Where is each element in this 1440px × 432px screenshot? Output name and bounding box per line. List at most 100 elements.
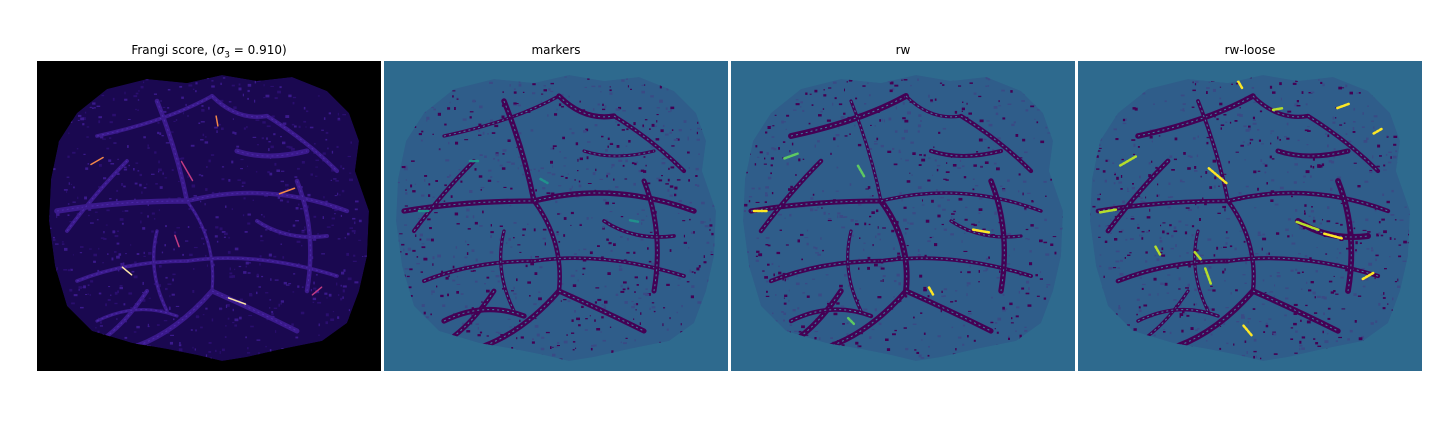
texture-speck xyxy=(482,131,485,135)
texture-speck xyxy=(616,145,620,148)
texture-speck xyxy=(1310,281,1314,284)
texture-speck xyxy=(1156,258,1160,262)
texture-speck xyxy=(987,85,990,87)
texture-speck xyxy=(86,126,90,128)
texture-speck xyxy=(162,110,167,113)
texture-speck xyxy=(764,157,766,160)
texture-speck xyxy=(618,159,623,162)
texture-speck xyxy=(135,92,139,95)
texture-speck xyxy=(420,271,423,273)
texture-speck xyxy=(1332,116,1335,120)
texture-speck xyxy=(1220,127,1222,130)
texture-speck xyxy=(1313,338,1316,340)
texture-speck xyxy=(1120,188,1123,190)
texture-speck xyxy=(1040,140,1045,144)
texture-speck xyxy=(1025,228,1029,231)
texture-speck xyxy=(905,347,909,351)
texture-speck xyxy=(1300,319,1302,322)
texture-speck xyxy=(1363,140,1368,143)
texture-speck xyxy=(1176,266,1179,269)
texture-speck xyxy=(412,190,416,193)
texture-speck xyxy=(575,142,579,146)
texture-speck xyxy=(921,158,926,162)
texture-speck xyxy=(1365,278,1369,281)
texture-speck xyxy=(536,333,540,337)
texture-speck xyxy=(189,253,193,257)
texture-speck xyxy=(552,346,554,348)
texture-speck xyxy=(1036,121,1039,124)
texture-speck xyxy=(1142,201,1146,204)
texture-speck xyxy=(421,304,425,307)
texture-speck xyxy=(1237,113,1241,117)
texture-speck xyxy=(600,91,602,93)
texture-speck xyxy=(248,315,252,317)
texture-speck xyxy=(352,260,357,262)
texture-speck xyxy=(895,106,897,110)
texture-speck xyxy=(1145,251,1148,254)
texture-speck xyxy=(449,101,451,104)
texture-speck xyxy=(770,172,772,175)
texture-speck xyxy=(228,101,232,103)
texture-speck xyxy=(1028,287,1030,290)
texture-speck xyxy=(169,295,171,298)
texture-speck xyxy=(973,164,977,167)
texture-speck xyxy=(1244,340,1247,343)
texture-speck xyxy=(331,168,335,172)
texture-speck xyxy=(1226,218,1231,220)
texture-speck xyxy=(535,317,537,320)
texture-speck xyxy=(849,133,851,135)
texture-speck xyxy=(241,185,244,187)
texture-speck xyxy=(755,201,760,203)
texture-speck xyxy=(442,304,446,307)
texture-speck xyxy=(1326,220,1331,223)
highlight-segment xyxy=(174,234,180,248)
texture-speck xyxy=(447,107,451,110)
texture-speck xyxy=(882,275,886,278)
texture-speck xyxy=(362,256,364,257)
texture-speck xyxy=(985,267,989,271)
texture-speck xyxy=(1118,307,1121,310)
texture-speck xyxy=(1397,278,1399,282)
highlight-segment xyxy=(121,266,133,276)
texture-speck xyxy=(945,179,949,181)
texture-speck xyxy=(421,130,424,133)
texture-speck xyxy=(969,82,973,84)
vessel-edge xyxy=(423,260,535,282)
texture-speck xyxy=(1154,254,1157,257)
texture-speck xyxy=(696,138,700,141)
texture-speck xyxy=(1301,336,1306,339)
texture-speck xyxy=(912,323,917,325)
texture-speck xyxy=(404,165,408,168)
texture-speck xyxy=(498,332,501,334)
texture-speck xyxy=(1170,196,1174,198)
texture-speck xyxy=(1305,170,1310,174)
texture-speck xyxy=(146,183,148,185)
texture-speck xyxy=(1387,303,1389,305)
texture-speck xyxy=(1225,307,1229,309)
texture-speck xyxy=(1205,171,1208,174)
texture-speck xyxy=(1276,272,1280,274)
texture-speck xyxy=(689,218,691,221)
texture-speck xyxy=(656,120,658,123)
texture-speck xyxy=(791,142,794,146)
texture-speck xyxy=(1099,143,1101,146)
texture-speck xyxy=(1171,169,1175,171)
texture-speck xyxy=(587,141,591,143)
texture-speck xyxy=(105,224,108,226)
texture-speck xyxy=(906,245,909,247)
texture-speck xyxy=(298,203,300,206)
texture-speck xyxy=(767,263,770,266)
highlight-segment xyxy=(1193,250,1203,262)
texture-speck xyxy=(160,100,162,102)
texture-speck xyxy=(1393,135,1398,138)
texture-speck xyxy=(1319,222,1322,225)
texture-speck xyxy=(1269,275,1272,277)
texture-speck xyxy=(1194,81,1199,83)
texture-speck xyxy=(633,182,636,186)
highlight-segment xyxy=(180,160,194,182)
texture-speck xyxy=(919,274,923,278)
texture-speck xyxy=(1046,286,1048,288)
texture-speck xyxy=(1274,203,1279,206)
texture-speck xyxy=(107,253,109,255)
texture-speck xyxy=(123,166,127,168)
